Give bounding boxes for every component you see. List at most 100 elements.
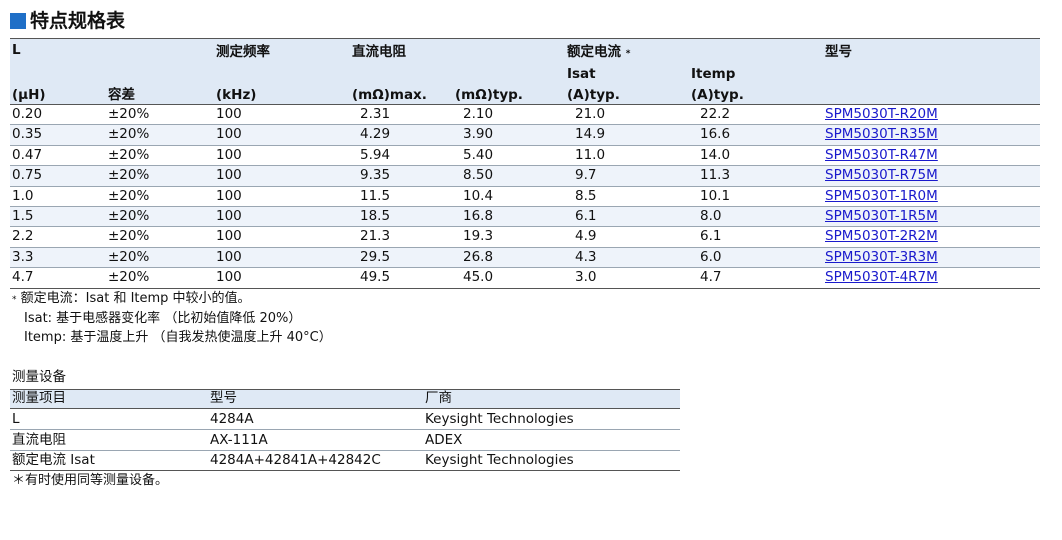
table-cell: 49.5 (360, 269, 391, 286)
row-background (10, 246, 1040, 268)
table-cell: 9.7 (575, 167, 597, 184)
table-cell: 6.1 (575, 208, 597, 224)
table-cell: 14.0 (700, 146, 731, 163)
table-cell: 45.0 (463, 269, 494, 286)
row-rule (10, 206, 1040, 207)
table-cell: 0.35 (12, 126, 43, 143)
table-cell: ±20% (108, 228, 150, 245)
table-cell: 4284A (210, 411, 254, 427)
table-cell: ±20% (108, 106, 150, 122)
table-cell: ±20% (108, 269, 150, 286)
table-cell: 100 (216, 208, 242, 224)
model-link[interactable]: SPM5030T-3R3M (825, 248, 938, 265)
model-link[interactable]: SPM5030T-R20M (825, 106, 938, 122)
table-cell: 14.9 (575, 126, 606, 143)
table-cell: 100 (216, 106, 242, 122)
table-cell: 4.29 (360, 126, 391, 143)
table-cell: 4.7 (700, 269, 722, 286)
table-cell: Keysight Technologies (425, 411, 574, 427)
table-cell: 26.8 (463, 248, 494, 265)
table-cell: 0.20 (12, 106, 43, 122)
row-rule (10, 226, 1040, 228)
table-cell: 0.47 (12, 146, 43, 163)
table-cell: 9.35 (360, 167, 391, 184)
table-cell: ±20% (108, 146, 150, 163)
table-cell: 3.0 (575, 269, 597, 286)
table-cell: ADEX (425, 431, 463, 448)
header-background (10, 38, 1040, 104)
row-background (10, 165, 1040, 186)
table-cell: 直流电阻 (12, 431, 66, 448)
model-link[interactable]: SPM5030T-2R2M (825, 228, 938, 245)
rule (10, 389, 680, 390)
header-cell: (mΩ)typ. (455, 87, 523, 103)
header-cell: (μH) (12, 87, 46, 103)
header-cell: 型号 (825, 44, 852, 60)
section-title: 测量设备 (12, 369, 66, 385)
row-rule (10, 449, 680, 451)
table-cell: 5.94 (360, 146, 391, 163)
model-link[interactable]: SPM5030T-4R7M (825, 269, 938, 286)
table-cell: AX-111A (210, 431, 268, 448)
table-cell: 100 (216, 187, 242, 204)
model-link[interactable]: SPM5030T-R35M (825, 126, 938, 143)
header-cell: (mΩ)max. (352, 87, 427, 103)
table-cell: 100 (216, 228, 242, 245)
row-rule (10, 246, 1040, 248)
model-link[interactable]: SPM5030T-1R0M (825, 187, 938, 204)
model-link[interactable]: SPM5030T-1R5M (825, 208, 938, 224)
rule (10, 104, 1040, 105)
header-cell: (kHz) (216, 87, 257, 103)
header-cell: 型号 (210, 390, 237, 406)
table-cell: 0.75 (12, 167, 43, 184)
table-cell: 2.31 (360, 106, 391, 122)
table-cell: 4.9 (575, 228, 597, 245)
row-rule (10, 185, 1040, 187)
table-cell: 10.1 (700, 187, 731, 204)
footnote: ＊有时使用同等测量设备。 (12, 473, 169, 488)
header-cell: 厂商 (425, 390, 452, 406)
table-cell: 6.1 (700, 228, 722, 245)
table-cell: 8.5 (575, 187, 597, 204)
table-cell: 100 (216, 248, 242, 265)
header-mark: * (625, 49, 631, 59)
table-cell: Keysight Technologies (425, 452, 574, 468)
table-cell: 19.3 (463, 228, 494, 245)
table-cell: 21.3 (360, 228, 391, 245)
table-cell: L (12, 411, 20, 427)
table-cell: 8.50 (463, 167, 494, 184)
table-cell: 11.3 (700, 167, 731, 184)
row-background (10, 124, 1040, 145)
row-rule (10, 144, 1040, 146)
model-link[interactable]: SPM5030T-R47M (825, 146, 938, 163)
table-cell: 额定电流 Isat (12, 452, 95, 468)
table-cell: 100 (216, 146, 242, 163)
table-cell: 2.2 (12, 228, 34, 245)
table-cell: 16.6 (700, 126, 731, 143)
header-cell: 测定频率 (216, 44, 270, 60)
table-cell: ±20% (108, 208, 150, 224)
model-link[interactable]: SPM5030T-R75M (825, 167, 938, 184)
table-cell: 100 (216, 126, 242, 143)
note-text: Itemp: 基于温度上升 （自我发热使温度上升 40°C） (24, 330, 332, 345)
table-cell: 11.0 (575, 146, 606, 163)
table-cell: 11.5 (360, 187, 391, 204)
table-cell: 4.7 (12, 269, 34, 286)
header-cell: L (12, 42, 21, 58)
table-cell: 29.5 (360, 248, 391, 265)
header-cell: (A)typ. (691, 87, 744, 103)
title-icon (10, 13, 26, 29)
table-cell: ±20% (108, 167, 150, 184)
table-cell: 3.90 (463, 126, 494, 143)
note-mark: * (12, 295, 17, 305)
table-cell: 100 (216, 269, 242, 286)
table-cell: 21.0 (575, 106, 606, 122)
table-cell: 3.3 (12, 248, 34, 265)
header-cell: Itemp (691, 66, 736, 82)
table-cell: 4.3 (575, 248, 597, 265)
table-cell: ±20% (108, 187, 150, 204)
table-cell: 2.10 (463, 106, 494, 122)
table-cell: ±20% (108, 248, 150, 265)
table-cell: 10.4 (463, 187, 494, 204)
